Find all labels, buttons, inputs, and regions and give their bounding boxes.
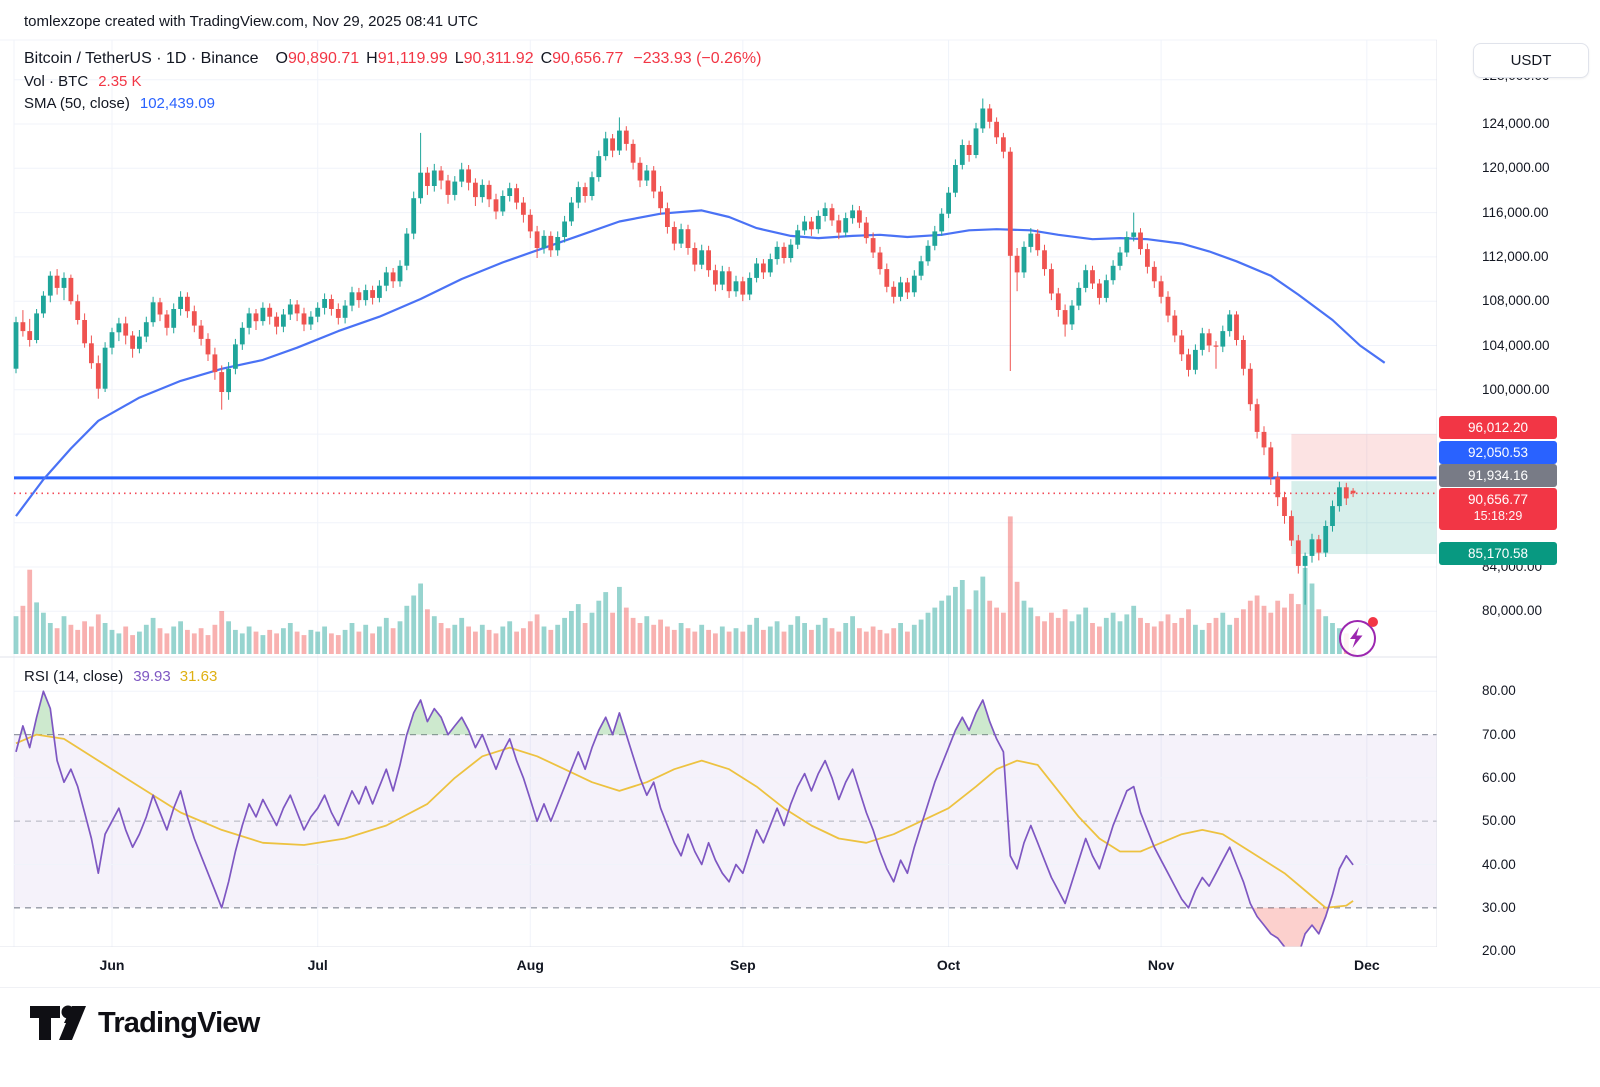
rsi-label: RSI (14, close) <box>24 668 124 685</box>
chart-legend: Bitcoin / TetherUS · 1D · Binance O 90,89… <box>24 50 761 117</box>
price-tick: 100,000.00 <box>1482 381 1550 397</box>
attribution-text: tomlexzope created with TradingView.com,… <box>24 13 479 30</box>
rsi-tick: 50.00 <box>1482 813 1516 829</box>
high-value: 91,119.99 <box>377 50 448 67</box>
rsi-tick: 30.00 <box>1482 899 1516 915</box>
month-tick-oct: Oct <box>936 957 961 973</box>
tradingview-logo-icon[interactable] <box>28 1000 86 1046</box>
month-tick-aug: Aug <box>516 957 544 973</box>
price-tick: 116,000.00 <box>1482 204 1549 220</box>
price-tag: 85,170.58 <box>1439 542 1557 565</box>
price-tag: 90,656.77 15:18:29 <box>1439 488 1557 530</box>
month-tick-sep: Sep <box>729 957 756 973</box>
currency-toggle-button[interactable]: USDT <box>1473 43 1589 78</box>
boost-button[interactable] <box>1339 617 1378 657</box>
price-tag: 96,012.20 <box>1439 416 1557 439</box>
price-tick: 108,000.00 <box>1482 293 1550 309</box>
change-value: −233.93 (−0.26%) <box>633 50 762 67</box>
footer: TradingView <box>28 1000 260 1046</box>
sma-label: SMA (50, close) <box>24 95 130 112</box>
low-value: 90,311.92 <box>463 50 534 67</box>
month-tick-jul: Jul <box>307 957 328 973</box>
price-tag: 91,934.16 <box>1439 464 1557 487</box>
open-value: 90,890.71 <box>287 50 360 67</box>
notification-dot-icon <box>1368 617 1378 627</box>
low-label: L <box>454 50 464 67</box>
volume-label: Vol · BTC <box>24 73 89 90</box>
month-tick-jun: Jun <box>99 957 125 973</box>
rsi-tick: 20.00 <box>1482 943 1516 959</box>
symbol-title: Bitcoin / TetherUS · 1D · Binance <box>24 50 259 67</box>
rsi-value: 39.93 <box>133 668 171 685</box>
symbol-legend-row: Bitcoin / TetherUS · 1D · Binance O 90,89… <box>24 50 761 68</box>
time-axis[interactable]: Jun Jul Aug Sep Oct Nov Dec <box>0 947 1600 987</box>
rsi-tick: 80.00 <box>1482 683 1516 699</box>
brand-name[interactable]: TradingView <box>98 1006 260 1039</box>
month-tick-dec: Dec <box>1353 957 1380 973</box>
rsi-tick: 60.00 <box>1482 769 1516 785</box>
countdown-timer: 15:18:29 <box>1473 509 1523 523</box>
price-tick: 80,000.00 <box>1482 603 1543 619</box>
price-tick: 120,000.00 <box>1482 160 1550 176</box>
month-tick-nov: Nov <box>1147 957 1175 973</box>
sma-value: 102,439.09 <box>139 95 215 112</box>
high-label: H <box>366 50 378 67</box>
close-label: C <box>540 50 553 67</box>
rsi-tick: 40.00 <box>1482 856 1516 872</box>
price-tick: 124,000.00 <box>1482 116 1550 131</box>
close-value: 90,656.77 <box>552 50 624 67</box>
price-axis[interactable]: 128,000.00 USDT 124,000.00120,000.00116,… <box>1437 40 1600 987</box>
rsi-legend-row: RSI (14, close) 39.93 31.63 <box>24 668 217 685</box>
open-label: O <box>275 50 288 67</box>
rsi-ma-value: 31.63 <box>179 668 218 685</box>
volume-legend-row: Vol · BTC 2.35 K <box>24 73 761 90</box>
price-tick: 112,000.00 <box>1482 248 1549 264</box>
rsi-tick: 70.00 <box>1482 726 1516 742</box>
lightning-icon <box>1350 627 1363 648</box>
volume-value: 2.35 K <box>98 73 142 90</box>
price-tag: 92,050.53 <box>1439 441 1557 464</box>
sma-legend-row: SMA (50, close) 102,439.09 <box>24 95 761 112</box>
price-tick: 104,000.00 <box>1482 337 1550 353</box>
